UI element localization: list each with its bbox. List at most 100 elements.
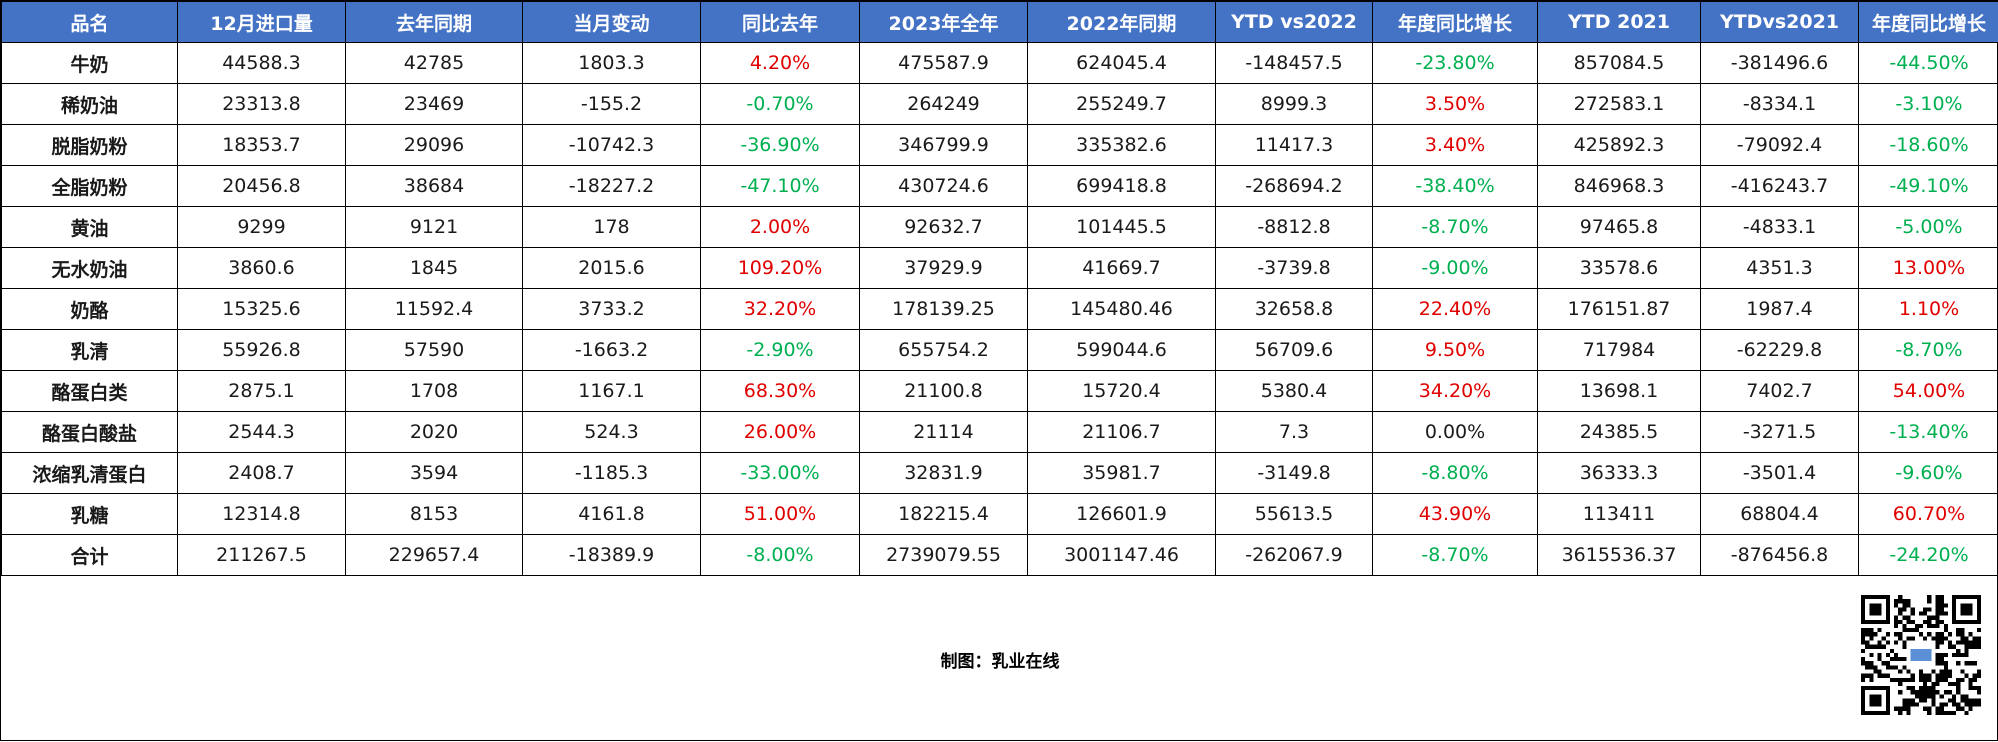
value-cell: 4161.8 <box>523 494 701 535</box>
value-cell: -262067.9 <box>1216 535 1373 576</box>
value-cell: 178139.25 <box>860 289 1028 330</box>
value-cell: 3001147.46 <box>1028 535 1216 576</box>
value-cell: 68804.4 <box>1701 494 1859 535</box>
percent-change-cell: 3.40% <box>1373 125 1538 166</box>
value-cell: 2015.6 <box>523 248 701 289</box>
percent-change-cell: 1.10% <box>1859 289 1998 330</box>
percent-change-cell: 34.20% <box>1373 371 1538 412</box>
percent-change-cell: 0.00% <box>1373 412 1538 453</box>
percent-change-cell: 22.40% <box>1373 289 1538 330</box>
value-cell: 56709.6 <box>1216 330 1373 371</box>
value-cell: 3594 <box>346 453 523 494</box>
value-cell: 857084.5 <box>1538 43 1701 84</box>
value-cell: 44588.3 <box>178 43 346 84</box>
value-cell: 23469 <box>346 84 523 125</box>
value-cell: 1167.1 <box>523 371 701 412</box>
product-name-cell: 奶酪 <box>2 289 178 330</box>
header-cell: 去年同期 <box>346 2 523 43</box>
value-cell: 113411 <box>1538 494 1701 535</box>
value-cell: 346799.9 <box>860 125 1028 166</box>
value-cell: 846968.3 <box>1538 166 1701 207</box>
percent-change-cell: -8.70% <box>1373 207 1538 248</box>
value-cell: 2875.1 <box>178 371 346 412</box>
credit-label: 制图：乳业在线 <box>1 647 1998 672</box>
value-cell: 335382.6 <box>1028 125 1216 166</box>
dairy-import-table: 品名 12月进口量 去年同期 当月变动 同比去年 2023年全年 2022年同期… <box>1 1 1998 576</box>
value-cell: -3149.8 <box>1216 453 1373 494</box>
value-cell: -8812.8 <box>1216 207 1373 248</box>
header-cell: 当月变动 <box>523 2 701 43</box>
percent-change-cell: 43.90% <box>1373 494 1538 535</box>
value-cell: -416243.7 <box>1701 166 1859 207</box>
percent-change-cell: -18.60% <box>1859 125 1998 166</box>
value-cell: 41669.7 <box>1028 248 1216 289</box>
product-name-cell: 稀奶油 <box>2 84 178 125</box>
percent-change-cell: -36.90% <box>701 125 860 166</box>
value-cell: 475587.9 <box>860 43 1028 84</box>
value-cell: 55613.5 <box>1216 494 1373 535</box>
percent-change-cell: -8.00% <box>701 535 860 576</box>
value-cell: 699418.8 <box>1028 166 1216 207</box>
header-cell: 12月进口量 <box>178 2 346 43</box>
value-cell: 430724.6 <box>860 166 1028 207</box>
value-cell: 425892.3 <box>1538 125 1701 166</box>
percent-change-cell: -13.40% <box>1859 412 1998 453</box>
percent-change-cell: -49.10% <box>1859 166 1998 207</box>
header-cell: 年度同比增长 <box>1373 2 1538 43</box>
percent-change-cell: -44.50% <box>1859 43 1998 84</box>
value-cell: 1987.4 <box>1701 289 1859 330</box>
percent-change-cell: -9.00% <box>1373 248 1538 289</box>
value-cell: 211267.5 <box>178 535 346 576</box>
value-cell: 18353.7 <box>178 125 346 166</box>
value-cell: 182215.4 <box>860 494 1028 535</box>
product-name-cell: 合计 <box>2 535 178 576</box>
value-cell: 15325.6 <box>178 289 346 330</box>
percent-change-cell: 4.20% <box>701 43 860 84</box>
value-cell: 178 <box>523 207 701 248</box>
value-cell: 3860.6 <box>178 248 346 289</box>
value-cell: 272583.1 <box>1538 84 1701 125</box>
product-name-cell: 全脂奶粉 <box>2 166 178 207</box>
percent-change-cell: -8.70% <box>1373 535 1538 576</box>
value-cell: -18227.2 <box>523 166 701 207</box>
value-cell: 8999.3 <box>1216 84 1373 125</box>
value-cell: 21114 <box>860 412 1028 453</box>
value-cell: 12314.8 <box>178 494 346 535</box>
value-cell: -1663.2 <box>523 330 701 371</box>
value-cell: -3501.4 <box>1701 453 1859 494</box>
header-cell: YTD vs2022 <box>1216 2 1373 43</box>
value-cell: 599044.6 <box>1028 330 1216 371</box>
value-cell: 1803.3 <box>523 43 701 84</box>
value-cell: 11592.4 <box>346 289 523 330</box>
product-name-cell: 酪蛋白酸盐 <box>2 412 178 453</box>
value-cell: -8334.1 <box>1701 84 1859 125</box>
value-cell: 7.3 <box>1216 412 1373 453</box>
percent-change-cell: -2.90% <box>701 330 860 371</box>
value-cell: 35981.7 <box>1028 453 1216 494</box>
value-cell: -381496.6 <box>1701 43 1859 84</box>
value-cell: 15720.4 <box>1028 371 1216 412</box>
value-cell: -155.2 <box>523 84 701 125</box>
value-cell: 3615536.37 <box>1538 535 1701 576</box>
percent-change-cell: 51.00% <box>701 494 860 535</box>
header-row: 品名 12月进口量 去年同期 当月变动 同比去年 2023年全年 2022年同期… <box>2 2 1998 43</box>
value-cell: 36333.3 <box>1538 453 1701 494</box>
percent-change-cell: -0.70% <box>701 84 860 125</box>
header-cell: 2023年全年 <box>860 2 1028 43</box>
value-cell: 176151.87 <box>1538 289 1701 330</box>
value-cell: 1845 <box>346 248 523 289</box>
value-cell: 2739079.55 <box>860 535 1028 576</box>
value-cell: 264249 <box>860 84 1028 125</box>
value-cell: 255249.7 <box>1028 84 1216 125</box>
value-cell: 24385.5 <box>1538 412 1701 453</box>
value-cell: 229657.4 <box>346 535 523 576</box>
value-cell: 55926.8 <box>178 330 346 371</box>
qr-code-icon <box>1861 595 1981 715</box>
